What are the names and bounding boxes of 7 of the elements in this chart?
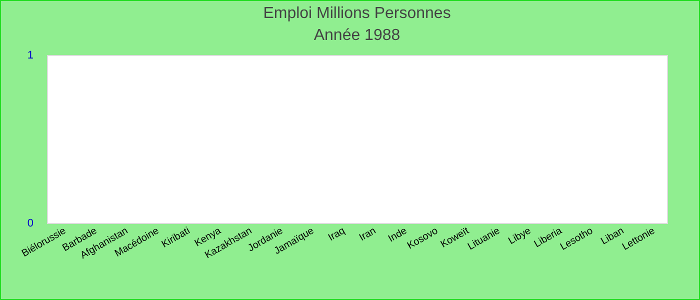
chart-title: Emploi Millions Personnes: [263, 5, 451, 22]
chart-subtitle: Année 1988: [314, 27, 400, 44]
x-tick-label: Iran: [358, 226, 378, 244]
x-tick-label: Iraq: [326, 226, 347, 244]
y-tick-label: 0: [27, 218, 34, 230]
y-tick-label: 1: [27, 50, 34, 62]
x-tick-label: Libye: [506, 225, 534, 247]
